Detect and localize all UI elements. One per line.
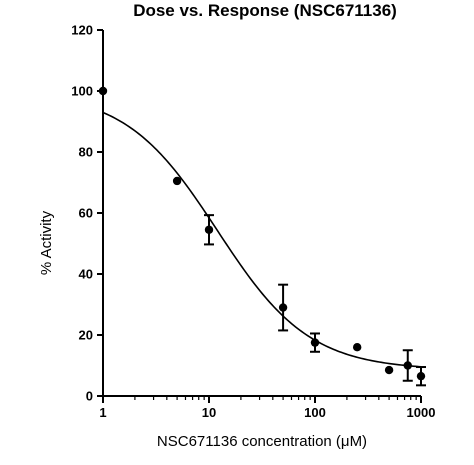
y-tick-label: 40 bbox=[79, 267, 93, 282]
error-bars bbox=[204, 214, 426, 387]
fit-curve bbox=[102, 111, 422, 368]
y-tick-label: 100 bbox=[71, 84, 93, 99]
x-tick-label: 10 bbox=[202, 405, 216, 420]
fit-curve-layer bbox=[102, 111, 422, 368]
data-point bbox=[278, 303, 288, 312]
data-point bbox=[98, 86, 108, 96]
data-point bbox=[352, 343, 362, 352]
y-tick-label: 20 bbox=[79, 328, 93, 343]
x-axis-label: NSC671136 concentration (μM) bbox=[157, 433, 367, 450]
data-point bbox=[172, 176, 182, 186]
x-tick-label: 100 bbox=[304, 405, 326, 420]
data-point bbox=[416, 371, 426, 381]
data-point bbox=[204, 225, 214, 234]
x-tick-label: 1000 bbox=[407, 405, 436, 420]
y-tick-label: 120 bbox=[71, 23, 93, 38]
data-points bbox=[98, 86, 426, 381]
data-point bbox=[403, 361, 412, 370]
y-tick-label: 60 bbox=[79, 206, 93, 221]
y-axis-label: % Activity bbox=[38, 210, 55, 275]
data-point bbox=[310, 338, 320, 347]
chart-title: Dose vs. Response (NSC671136) bbox=[133, 1, 397, 20]
data-point bbox=[384, 365, 394, 375]
y-tick-label: 0 bbox=[86, 389, 93, 404]
y-tick-label: 80 bbox=[79, 145, 93, 160]
x-tick-label: 1 bbox=[99, 405, 106, 420]
